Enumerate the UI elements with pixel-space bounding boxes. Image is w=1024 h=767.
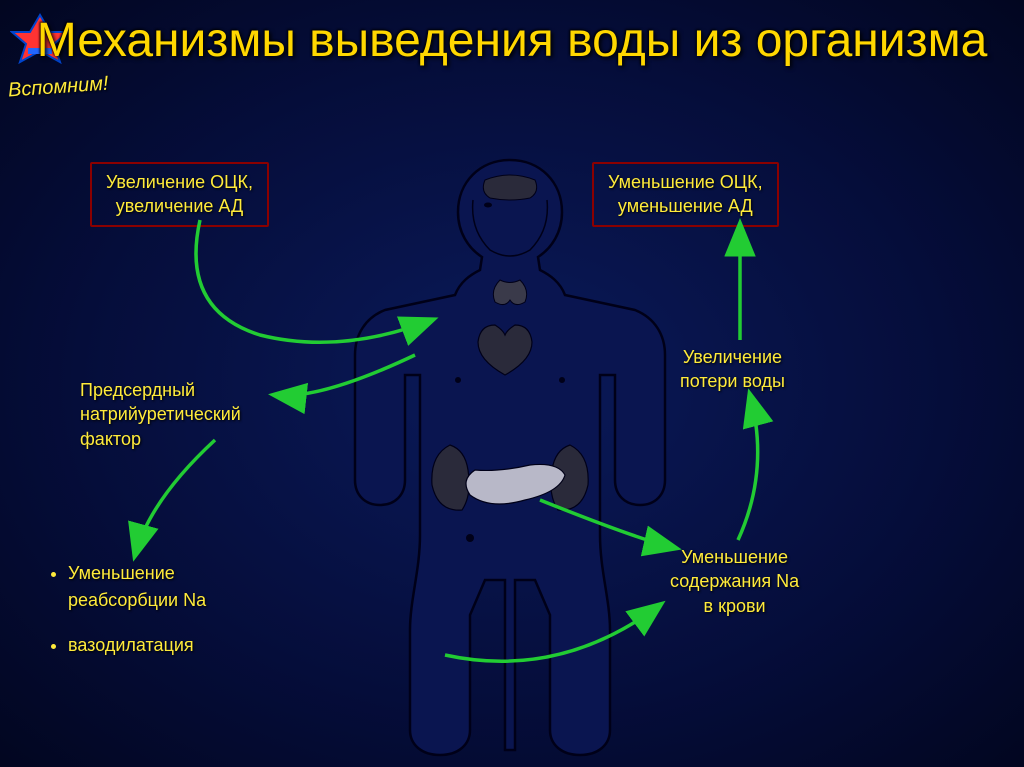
box-line: Увеличение ОЦК, (106, 172, 253, 192)
list-item: Уменьшение реабсорбции Na (68, 560, 280, 614)
page-title: Механизмы выведения воды из организма (0, 12, 1024, 70)
human-figure (310, 150, 710, 760)
bullet-list: Уменьшение реабсорбции Na вазодилатация (50, 560, 280, 677)
list-item: вазодилатация (68, 632, 280, 659)
label-line: фактор (80, 429, 141, 449)
label-line: натрийуретический (80, 404, 241, 424)
corner-label: Вспомним! (7, 73, 109, 103)
label-factor: Предсердный натрийуретический фактор (80, 378, 241, 451)
arrow (738, 395, 758, 540)
label-line: Предсердный (80, 380, 195, 400)
box-increase-ock: Увеличение ОЦК, увеличение АД (90, 162, 269, 227)
label-line: в крови (704, 596, 766, 616)
box-line: увеличение АД (116, 196, 244, 216)
arrow (135, 440, 215, 555)
